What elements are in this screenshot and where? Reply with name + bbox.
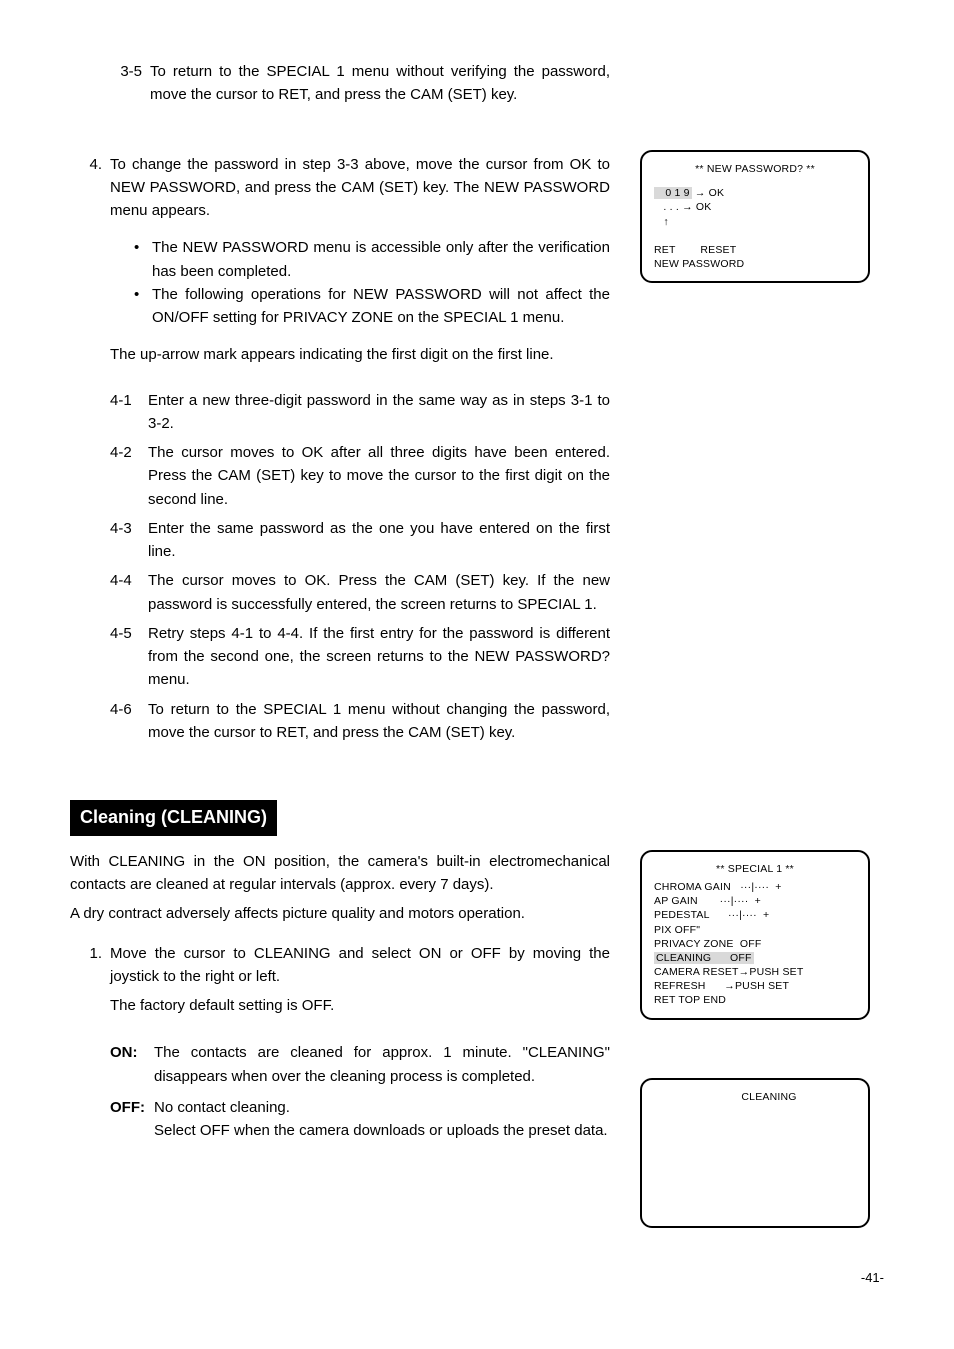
- new-password-panel: ** NEW PASSWORD? ** 0 1 9 → OK . . . → O…: [640, 150, 870, 283]
- option-text: The contacts are cleaned for approx. 1 m…: [154, 1041, 610, 1088]
- step-text: To return to the SPECIAL 1 menu without …: [148, 698, 610, 745]
- panel-row: 0 1 9 → OK: [654, 186, 856, 200]
- panel-footer-2: NEW PASSWORD: [654, 257, 856, 271]
- bullet-text: The NEW PASSWORD menu is accessible only…: [152, 236, 610, 283]
- step-marker: 4-1: [110, 389, 148, 436]
- step-marker: 1.: [70, 942, 110, 1143]
- panel-line: CAMERA RESET→PUSH SET: [654, 965, 856, 979]
- step-4-1: 4-1 Enter a new three-digit password in …: [110, 389, 610, 436]
- option-on: ON: The contacts are cleaned for approx.…: [110, 1041, 610, 1088]
- panel-digits-1: 0 1 9: [654, 187, 692, 199]
- bullet-icon: •: [134, 236, 152, 283]
- panel-line: RET TOP END: [654, 993, 856, 1007]
- bullet-item: • The following operations for NEW PASSW…: [134, 283, 610, 330]
- cleaning-panel-column: ** SPECIAL 1 ** CHROMA GAIN ···|···· + A…: [640, 850, 870, 1228]
- panel-line: CHROMA GAIN ···|···· +: [654, 880, 856, 894]
- cleaning-status-panel: CLEANING: [640, 1078, 870, 1228]
- step-text: The cursor moves to OK. Press the CAM (S…: [148, 569, 610, 616]
- paragraph: The up-arrow mark appears indicating the…: [110, 343, 610, 366]
- panel-line-center: CLEANING: [654, 1090, 856, 1104]
- step-marker: 4-6: [110, 698, 148, 745]
- page-number: -41-: [70, 1268, 884, 1288]
- bullet-icon: •: [134, 283, 152, 330]
- panel-title: ** NEW PASSWORD? **: [654, 162, 856, 176]
- panel-footer-1: RET RESET: [654, 243, 856, 257]
- password-panel-column: ** NEW PASSWORD? ** 0 1 9 → OK . . . → O…: [640, 60, 870, 283]
- password-text-column: 3-5 To return to the SPECIAL 1 menu with…: [70, 60, 610, 760]
- bullet-list: • The NEW PASSWORD menu is accessible on…: [110, 236, 610, 329]
- step-marker: 4-5: [110, 622, 148, 692]
- step-4-4: 4-4 The cursor moves to OK. Press the CA…: [110, 569, 610, 616]
- step-4-2: 4-2 The cursor moves to OK after all thr…: [110, 441, 610, 511]
- step-body: To change the password in step 3-3 above…: [110, 153, 610, 745]
- option-text-2: Select OFF when the camera downloads or …: [154, 1119, 610, 1142]
- bullet-text: The following operations for NEW PASSWOR…: [152, 283, 610, 330]
- bullet-item: • The NEW PASSWORD menu is accessible on…: [134, 236, 610, 283]
- step-marker: 3-5: [110, 60, 150, 107]
- step-text: Move the cursor to CLEANING and select O…: [110, 942, 610, 989]
- panel-ok-1: → OK: [692, 187, 725, 199]
- cleaning-step-1: 1. Move the cursor to CLEANING and selec…: [70, 942, 610, 1143]
- panel-line: PRIVACY ZONE OFF: [654, 937, 856, 951]
- step-4-5: 4-5 Retry steps 4-1 to 4-4. If the first…: [110, 622, 610, 692]
- step-text-2: The factory default setting is OFF.: [110, 994, 610, 1017]
- cleaning-heading: Cleaning (CLEANING): [70, 800, 277, 836]
- cleaning-text-column: With CLEANING in the ON position, the ca…: [70, 850, 610, 1159]
- option-text-1: No contact cleaning.: [154, 1096, 610, 1119]
- panel-line: PIX OFF": [654, 923, 856, 937]
- step-4-6: 4-6 To return to the SPECIAL 1 menu with…: [110, 698, 610, 745]
- step-3-5: 3-5 To return to the SPECIAL 1 menu with…: [110, 60, 610, 107]
- step-text: Retry steps 4-1 to 4-4. If the first ent…: [148, 622, 610, 692]
- panel-ok-2: → OK: [679, 201, 712, 213]
- panel-digits-2: . . .: [654, 201, 679, 213]
- panel-line: AP GAIN ···|···· +: [654, 894, 856, 908]
- special1-panel: ** SPECIAL 1 ** CHROMA GAIN ···|···· + A…: [640, 850, 870, 1020]
- option-label: OFF:: [110, 1096, 154, 1143]
- cleaning-intro-2: A dry contract adversely affects picture…: [70, 902, 610, 925]
- option-body: No contact cleaning. Select OFF when the…: [154, 1096, 610, 1143]
- option-off: OFF: No contact cleaning. Select OFF whe…: [110, 1096, 610, 1143]
- step-marker: 4-3: [110, 517, 148, 564]
- cleaning-intro-1: With CLEANING in the ON position, the ca…: [70, 850, 610, 897]
- section-password: 3-5 To return to the SPECIAL 1 menu with…: [70, 60, 884, 760]
- step-text: Enter a new three-digit password in the …: [148, 389, 610, 436]
- step-body: Move the cursor to CLEANING and select O…: [110, 942, 610, 1143]
- step-4-3: 4-3 Enter the same password as the one y…: [110, 517, 610, 564]
- step-text: To return to the SPECIAL 1 menu without …: [150, 60, 610, 107]
- panel-line-highlight-text: CLEANING OFF: [654, 952, 754, 964]
- step-marker: 4.: [70, 153, 110, 745]
- panel-title: ** SPECIAL 1 **: [654, 862, 856, 876]
- panel-row: . . . → OK: [654, 200, 856, 214]
- step-text: The cursor moves to OK after all three d…: [148, 441, 610, 511]
- section-cleaning: With CLEANING in the ON position, the ca…: [70, 850, 884, 1228]
- panel-line-highlight: CLEANING OFF: [654, 951, 856, 965]
- panel-line: REFRESH →PUSH SET: [654, 979, 856, 993]
- step-4: 4. To change the password in step 3-3 ab…: [70, 153, 610, 745]
- panel-line: PEDESTAL ···|···· +: [654, 908, 856, 922]
- option-label: ON:: [110, 1041, 154, 1088]
- panel-up-arrow: ↑: [654, 215, 856, 229]
- step-text: Enter the same password as the one you h…: [148, 517, 610, 564]
- step-marker: 4-4: [110, 569, 148, 616]
- step-marker: 4-2: [110, 441, 148, 511]
- step-text: To change the password in step 3-3 above…: [110, 153, 610, 223]
